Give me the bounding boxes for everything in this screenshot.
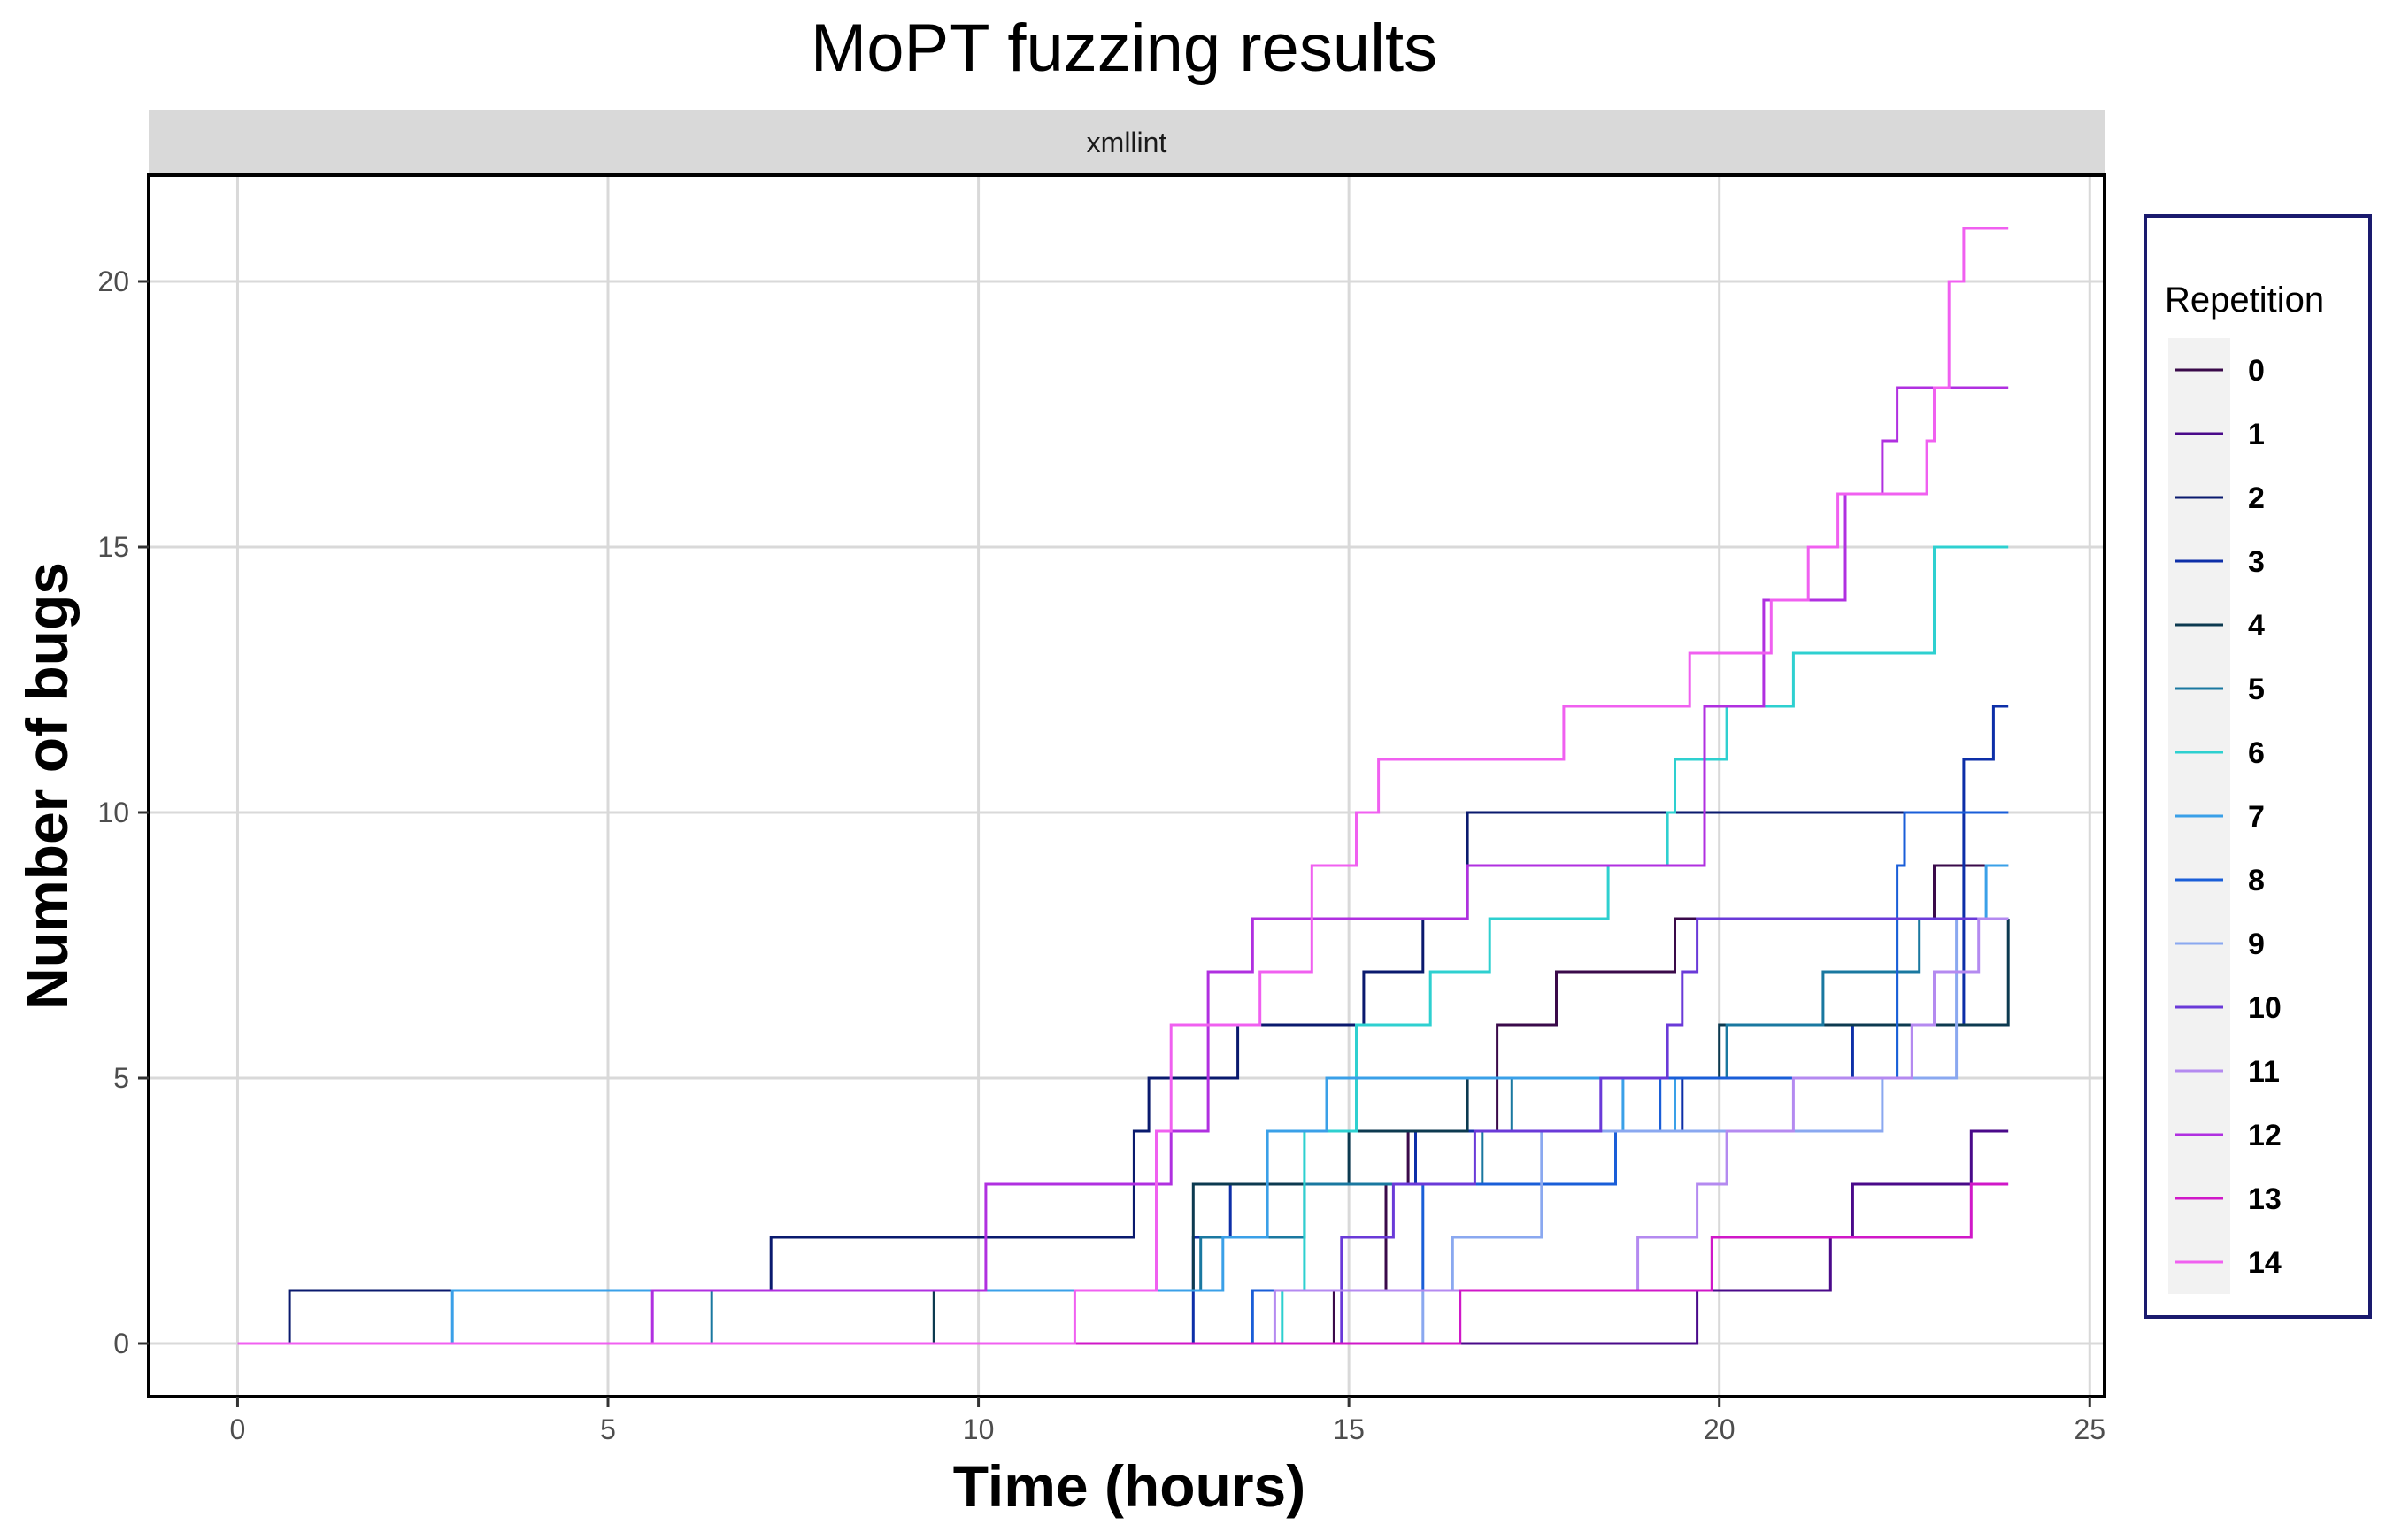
legend-title: Repetition <box>2165 281 2324 320</box>
series-line-11 <box>237 917 2009 1345</box>
legend-label-8: 8 <box>2248 864 2265 897</box>
legend-label-11: 11 <box>2248 1055 2280 1089</box>
plot-panel-border <box>147 173 2106 1398</box>
legend-label-1: 1 <box>2248 418 2265 451</box>
legend-label-3: 3 <box>2248 545 2265 579</box>
series-line-6 <box>237 545 2009 1345</box>
y-tick-label: 20 <box>97 266 129 297</box>
y-tick-label: 0 <box>113 1328 129 1359</box>
legend-label-7: 7 <box>2248 800 2265 834</box>
y-axis-title: Number of bugs <box>14 562 80 1010</box>
x-tick-label: 20 <box>1704 1413 1736 1445</box>
facet-strip <box>149 110 2105 173</box>
legend-label-12: 12 <box>2248 1119 2282 1152</box>
legend-label-5: 5 <box>2248 673 2265 706</box>
series-lines <box>237 227 2010 1345</box>
y-axis-ticks: 0 5 10 15 20 <box>97 266 149 1359</box>
legend-label-14: 14 <box>2248 1246 2282 1280</box>
x-tick-label: 5 <box>600 1413 616 1445</box>
x-tick-label: 10 <box>963 1413 995 1445</box>
legend-label-4: 4 <box>2248 609 2265 643</box>
x-tick-label: 15 <box>1333 1413 1365 1445</box>
series-line-14 <box>237 227 2009 1345</box>
x-tick-label: 0 <box>230 1413 246 1445</box>
facet-strip-label: xmllint <box>1087 127 1167 158</box>
x-tick-label: 25 <box>2074 1413 2105 1445</box>
series-line-0 <box>237 864 2009 1345</box>
y-tick-label: 5 <box>113 1062 129 1094</box>
legend-label-2: 2 <box>2248 481 2265 515</box>
grid-lines <box>149 175 2105 1397</box>
chart-title: MoPT fuzzing results <box>811 11 1437 86</box>
series-line-10 <box>237 917 2009 1345</box>
series-line-13 <box>237 1182 2009 1345</box>
x-axis-title: Time (hours) <box>953 1453 1305 1519</box>
legend-label-10: 10 <box>2248 991 2282 1025</box>
series-line-7 <box>237 864 2009 1345</box>
x-axis-ticks: 0 5 10 15 20 25 <box>230 1397 2105 1445</box>
legend-label-13: 13 <box>2248 1182 2282 1216</box>
y-tick-label: 15 <box>97 531 129 563</box>
legend-label-9: 9 <box>2248 928 2265 961</box>
y-tick-label: 10 <box>97 797 129 828</box>
legend-label-0: 0 <box>2248 354 2265 388</box>
series-line-12 <box>237 386 2009 1345</box>
legend-label-6: 6 <box>2248 736 2265 770</box>
